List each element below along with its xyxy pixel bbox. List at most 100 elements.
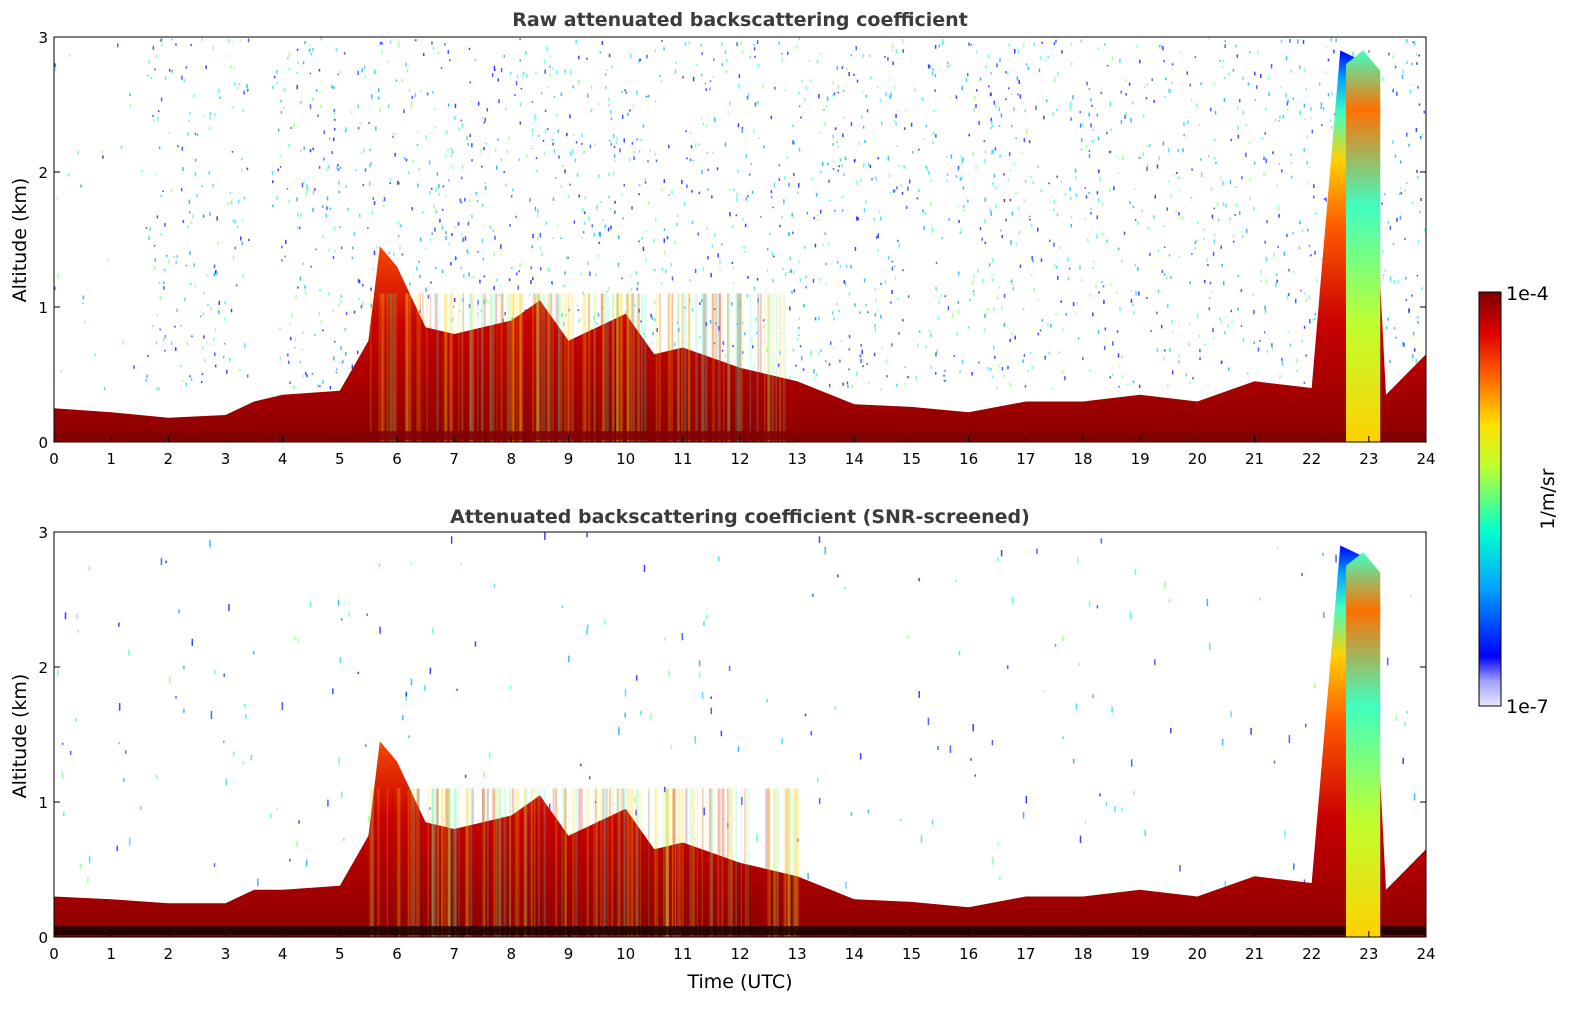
bl-streak <box>520 293 523 442</box>
noise-pixel <box>1177 360 1180 363</box>
noise-pixel <box>338 190 341 194</box>
noise-pixel <box>302 331 304 334</box>
noise-pixel <box>668 144 670 149</box>
noise-pixel <box>934 44 937 49</box>
bl-streak <box>417 788 420 937</box>
noise-pixel <box>946 173 949 176</box>
noise-pixel <box>332 255 335 259</box>
noise-pixel <box>247 238 250 242</box>
noise-pixel <box>1315 212 1318 215</box>
noise-pixel <box>1278 163 1281 165</box>
noise-pixel <box>414 93 417 98</box>
noise-pixel <box>1280 169 1283 173</box>
bl-streak <box>666 788 670 937</box>
noise-pixel <box>343 838 345 841</box>
bl-streak <box>702 788 704 937</box>
noise-pixel <box>298 820 300 824</box>
noise-pixel <box>160 97 163 102</box>
noise-pixel <box>543 59 546 63</box>
noise-pixel <box>978 361 980 364</box>
noise-pixel <box>608 172 610 177</box>
x-tick-label: 20 <box>1188 450 1207 468</box>
noise-pixel <box>1100 538 1103 544</box>
noise-pixel <box>668 194 670 197</box>
noise-pixel <box>1194 56 1197 58</box>
noise-pixel <box>984 328 986 333</box>
noise-pixel <box>345 311 348 316</box>
noise-pixel <box>1092 260 1095 263</box>
noise-pixel <box>347 207 349 212</box>
noise-pixel <box>1032 181 1034 184</box>
noise-pixel <box>937 746 939 750</box>
noise-pixel <box>408 88 411 92</box>
noise-pixel <box>1009 198 1012 202</box>
noise-pixel <box>448 243 450 246</box>
noise-pixel <box>1203 237 1205 241</box>
noise-pixel <box>674 240 676 245</box>
noise-pixel <box>170 188 173 193</box>
noise-pixel <box>297 60 299 64</box>
noise-pixel <box>801 356 803 361</box>
noise-pixel <box>1410 595 1412 598</box>
noise-pixel <box>215 269 217 275</box>
noise-pixel <box>825 360 827 363</box>
noise-pixel <box>624 310 627 314</box>
noise-pixel <box>972 290 975 293</box>
noise-pixel <box>681 179 683 185</box>
noise-pixel <box>1189 281 1191 285</box>
noise-pixel <box>572 149 574 154</box>
bl-streak <box>395 293 397 442</box>
noise-pixel <box>1290 153 1292 157</box>
noise-pixel <box>824 546 827 555</box>
noise-pixel <box>1307 181 1310 184</box>
noise-pixel <box>1274 118 1277 122</box>
bl-streak <box>443 293 446 442</box>
noise-pixel <box>1106 131 1108 135</box>
noise-pixel <box>1121 92 1123 95</box>
noise-pixel <box>1286 101 1289 106</box>
bl-streak <box>666 788 669 937</box>
noise-pixel <box>710 696 712 699</box>
noise-pixel <box>930 365 933 370</box>
noise-pixel <box>903 165 905 168</box>
noise-pixel <box>1103 345 1106 350</box>
noise-pixel <box>1096 113 1099 117</box>
noise-pixel <box>854 303 856 307</box>
noise-pixel <box>320 320 323 324</box>
noise-pixel <box>1325 197 1327 202</box>
noise-pixel <box>392 252 395 257</box>
noise-pixel <box>1194 240 1197 245</box>
noise-pixel <box>817 777 819 783</box>
noise-pixel <box>1267 75 1270 80</box>
noise-pixel <box>910 122 913 127</box>
noise-pixel <box>493 286 495 291</box>
noise-pixel <box>744 223 747 228</box>
noise-pixel <box>1169 88 1171 91</box>
bl-streak <box>379 788 382 937</box>
noise-pixel <box>296 840 298 848</box>
noise-pixel <box>1090 97 1092 102</box>
noise-pixel <box>502 318 505 324</box>
noise-pixel <box>695 64 698 67</box>
noise-pixel <box>336 368 338 371</box>
noise-pixel <box>552 237 554 240</box>
noise-pixel <box>335 48 338 51</box>
bl-streak <box>483 293 486 442</box>
noise-pixel <box>1312 318 1314 321</box>
noise-pixel <box>885 92 887 97</box>
noise-pixel <box>358 298 360 300</box>
bl-streak <box>629 293 632 442</box>
noise-pixel <box>1311 129 1314 134</box>
noise-pixel <box>732 266 735 269</box>
noise-pixel <box>865 200 867 205</box>
noise-pixel <box>337 164 339 167</box>
noise-pixel <box>1318 82 1321 86</box>
noise-pixel <box>804 98 806 101</box>
noise-pixel <box>1163 59 1165 63</box>
noise-pixel <box>1265 158 1267 164</box>
noise-pixel <box>999 876 1001 881</box>
noise-pixel <box>971 280 974 285</box>
noise-pixel <box>869 76 872 79</box>
bl-streak <box>386 788 389 937</box>
noise-pixel <box>455 257 458 260</box>
